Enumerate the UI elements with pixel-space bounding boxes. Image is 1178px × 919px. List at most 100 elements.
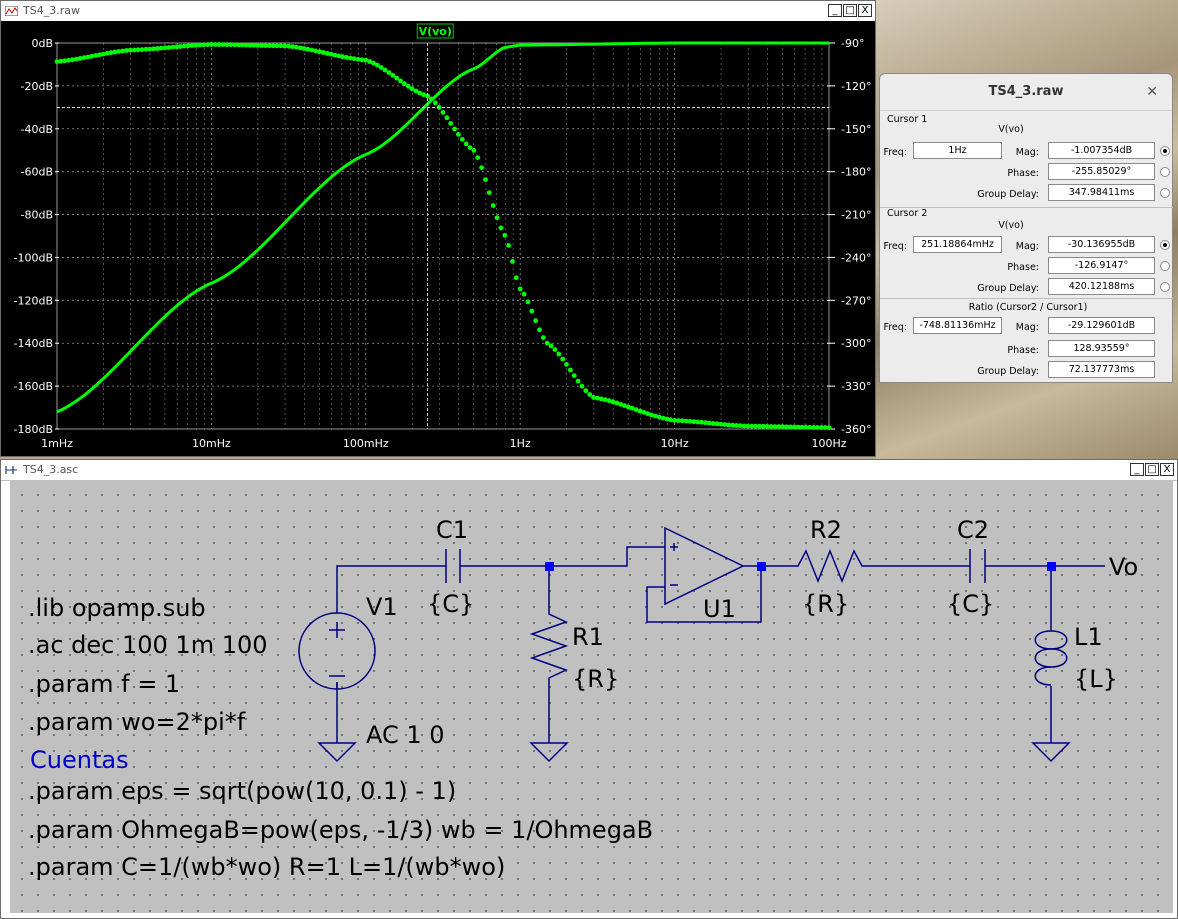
phase-trace-point (158, 45, 164, 51)
minimize-button[interactable]: _ (828, 4, 842, 17)
cursor1-freq-field[interactable]: 1Hz (913, 142, 1002, 159)
phase-trace-point (178, 44, 183, 49)
capacitor-c1 (445, 549, 461, 583)
cursor1-phase-radio[interactable] (1160, 167, 1170, 177)
ratio-gd-field[interactable]: 72.137773ms (1048, 361, 1155, 378)
phase-trace-point (537, 327, 542, 333)
phase-trace-point (166, 45, 172, 50)
y-left-tick-label: -40dB (21, 123, 54, 136)
r2-label[interactable]: R2 (810, 516, 842, 544)
schematic-canvas[interactable]: C1 {C} V1 AC 1 0 R1 {R} U1 R2 {R} C2 {C}… (10, 481, 1173, 913)
phase-trace-point (386, 70, 392, 75)
phase-trace-point (309, 47, 315, 53)
phase-trace-point (162, 45, 168, 51)
phase-trace-point (417, 90, 423, 96)
maximize-button[interactable]: □ (843, 4, 857, 17)
spice-directive[interactable]: .param eps = sqrt(pow(10, 0.1) - 1) (28, 777, 457, 805)
phase-trace-point (351, 56, 357, 62)
phase-trace-point (625, 404, 631, 410)
ratio-mag-field[interactable]: -29.129601dB (1048, 317, 1155, 334)
cursor2-gd-field[interactable]: 420.12188ms (1048, 278, 1155, 295)
close-icon[interactable]: ✕ (1146, 84, 1158, 100)
phase-trace-point (402, 81, 407, 87)
phase-trace-point (734, 423, 739, 428)
cursor-dialog[interactable]: TS4_3.raw ✕ Cursor 1 V(vo) Freq: 1Hz Mag… (879, 73, 1173, 383)
phase-trace-point (425, 93, 430, 99)
phase-trace-point (475, 155, 481, 161)
schematic-icon (5, 466, 17, 474)
phase-trace-point (718, 421, 724, 427)
phase-trace-point (290, 44, 295, 50)
cursor1-gd-field[interactable]: 347.98411ms (1048, 184, 1155, 201)
phase-trace-point (251, 42, 257, 48)
v1-label[interactable]: V1 (366, 593, 398, 621)
maximize-button[interactable]: □ (1145, 463, 1159, 476)
bode-plot[interactable]: 1mHz 10mHz 100mHz 1Hz 10Hz 100Hz 0dB -90° -20dB -… (1, 21, 875, 456)
c1-value[interactable]: {C} (427, 590, 475, 618)
close-button[interactable]: X (858, 4, 872, 17)
plot-window[interactable]: TS4_3.raw _ □ X 1mHz 10mHz 100mHz 1Hz 10Hz 10… (0, 0, 876, 457)
phase-trace-point (517, 286, 523, 292)
cursor1-phase-field[interactable]: -255.85029° (1048, 163, 1155, 180)
ratio-freq-field[interactable]: -748.81136mHz (913, 317, 1002, 334)
spice-directive[interactable]: .param f = 1 (28, 670, 181, 698)
phase-trace-point (398, 78, 403, 84)
spice-directive[interactable]: .param wo=2*pi*f (28, 708, 246, 736)
schematic-window[interactable]: TS4_3.asc _ □ X (0, 459, 1178, 919)
x-tick-label: 100mHz (343, 437, 389, 450)
phase-trace-point (232, 42, 238, 48)
cursor2-phase-radio[interactable] (1160, 261, 1170, 271)
phase-trace-point (131, 47, 137, 53)
phase-trace-point (587, 392, 593, 397)
cursor1-gd-radio[interactable] (1160, 188, 1170, 198)
schematic-window-titlebar[interactable]: TS4_3.asc _ □ X (1, 460, 1177, 481)
phase-trace-point (664, 416, 670, 422)
comment-text[interactable]: Cuentas (30, 746, 129, 774)
phase-trace-point (301, 46, 307, 51)
phase-trace-point (676, 418, 681, 423)
c2-label[interactable]: C2 (957, 516, 990, 544)
spice-directive[interactable]: .ac dec 100 1m 100 (28, 631, 268, 659)
cursor2-gd-radio[interactable] (1160, 282, 1170, 292)
spice-directive[interactable]: .param OhmegaB=pow(eps, -1/3) wb = 1/Ohm… (28, 816, 654, 844)
y-left-tick-label: -180dB (14, 423, 54, 436)
phase-trace-point (459, 137, 465, 142)
u1-label[interactable]: U1 (703, 595, 736, 623)
vo-net-label[interactable]: Vo (1109, 553, 1139, 581)
phase-trace-point (359, 57, 365, 63)
cursor1-title: Cursor 1 (887, 114, 928, 125)
c1-label[interactable]: C1 (436, 516, 469, 544)
phase-trace-point (73, 56, 79, 62)
plot-window-titlebar[interactable]: TS4_3.raw _ □ X (1, 1, 875, 22)
cursor2-freq-field[interactable]: 251.18864mHz (913, 236, 1002, 253)
cursor1-mag-radio[interactable] (1160, 146, 1170, 156)
r1-label[interactable]: R1 (572, 623, 604, 651)
phase-trace-point (602, 397, 608, 403)
c2-value[interactable]: {C} (947, 590, 995, 618)
spice-directive[interactable]: .param C=1/(wb*wo) R=1 L=1/(wb*wo) (28, 853, 506, 881)
cursor2-title: Cursor 2 (887, 208, 928, 219)
r2-value[interactable]: {R} (802, 590, 850, 618)
cursor1-mag-field[interactable]: -1.007354dB (1048, 142, 1155, 159)
phase-trace-point (155, 46, 160, 51)
cursor2-mag-radio[interactable] (1160, 240, 1170, 250)
v1-value[interactable]: AC 1 0 (366, 721, 445, 749)
phase-trace-point (815, 425, 820, 430)
phase-trace-point (560, 356, 566, 362)
phase-trace-point (691, 419, 697, 425)
spice-directive[interactable]: .lib opamp.sub (28, 594, 206, 622)
cursor2-mag-field[interactable]: -30.136955dB (1048, 236, 1155, 253)
phase-trace-point (579, 383, 585, 389)
l1-value[interactable]: {L} (1074, 665, 1118, 693)
cursor2-phase-field[interactable]: -126.9147° (1048, 257, 1155, 274)
ratio-phase-field[interactable]: 128.93559° (1048, 340, 1155, 357)
phase-trace-point (525, 299, 531, 305)
phase-trace-point (220, 42, 226, 47)
minimize-button[interactable]: _ (1130, 463, 1144, 476)
close-button[interactable]: X (1160, 463, 1174, 476)
l1-label[interactable]: L1 (1074, 623, 1103, 651)
r1-value[interactable]: {R} (572, 665, 620, 693)
ratio-phase-label: Phase: (1007, 345, 1039, 356)
phase-trace-point (185, 43, 191, 49)
phase-trace-point (710, 421, 716, 426)
